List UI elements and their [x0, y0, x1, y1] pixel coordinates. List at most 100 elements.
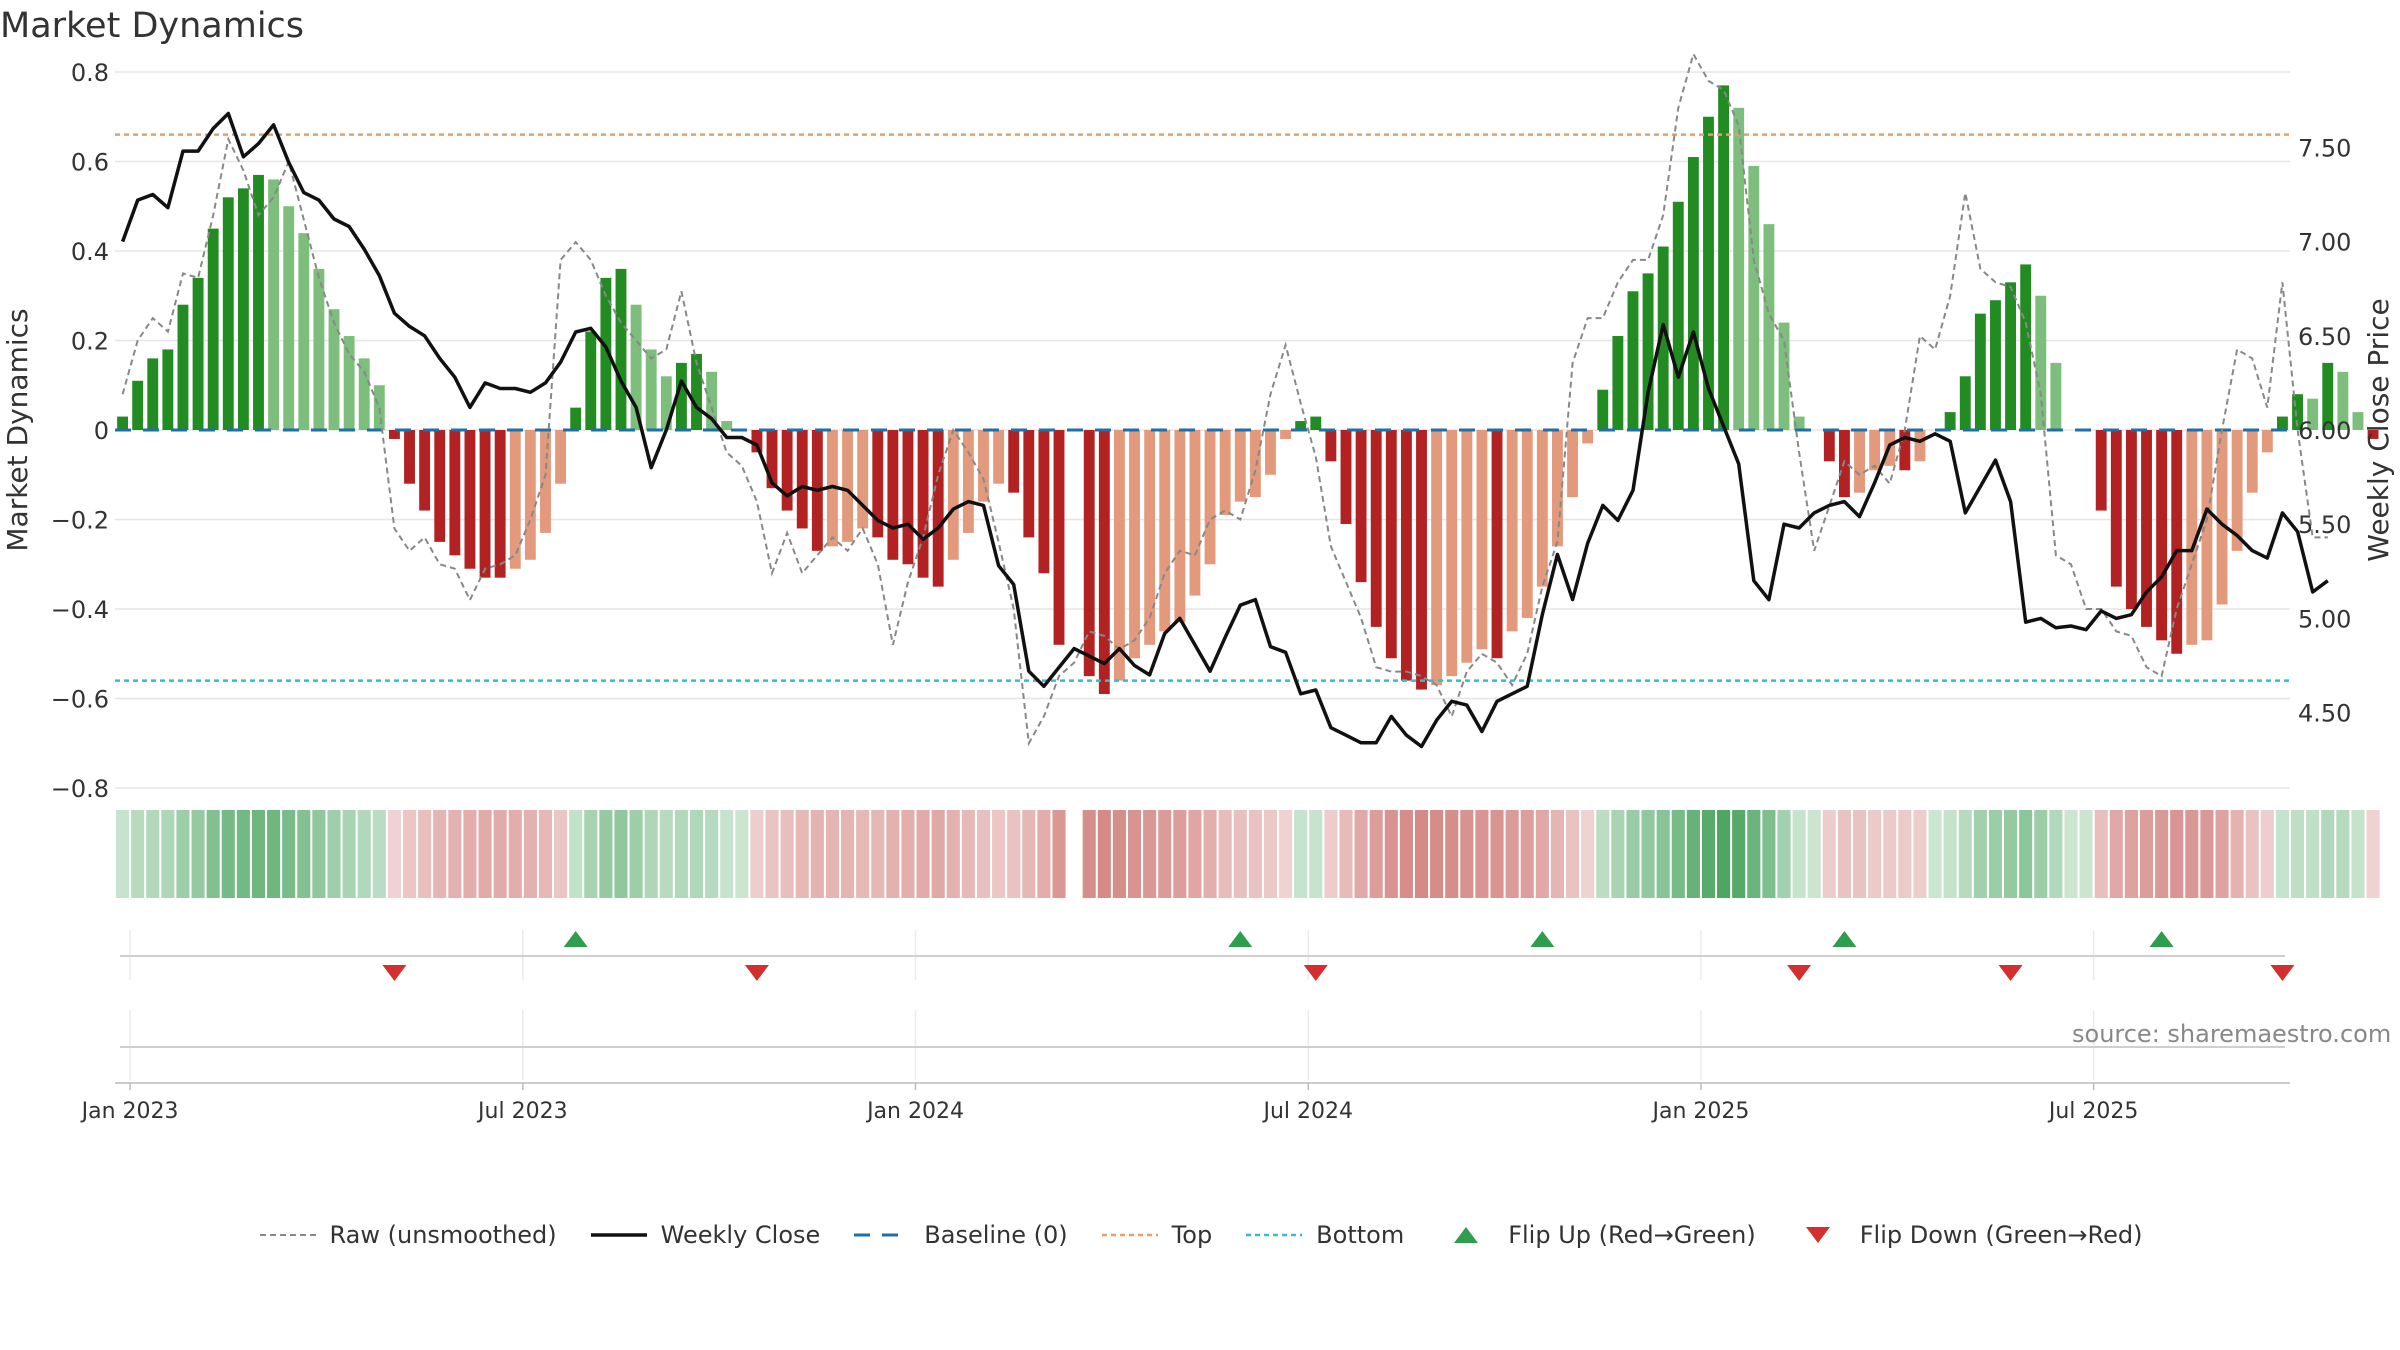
state-strip-cell: [1143, 810, 1157, 898]
state-strip-cell: [1279, 810, 1293, 898]
state-strip-cell: [674, 810, 688, 898]
state-strip-cell: [1868, 810, 1882, 898]
state-strip-cell: [916, 810, 930, 898]
dynamics-bar: [2035, 295, 2047, 430]
state-strip-cell: [327, 810, 341, 898]
state-strip-cell: [1747, 810, 1761, 898]
legend-item-flip-down: Flip Down (Green→Red): [1788, 1221, 2143, 1249]
dynamics-bar: [540, 430, 551, 533]
legend-symbol-flip-down: [1788, 1225, 1848, 1245]
dynamics-bar: [1295, 421, 1307, 430]
legend-symbol-flip-up: [1436, 1225, 1496, 1245]
dynamics-bar: [373, 385, 385, 430]
legend-label: Raw (unsmoothed): [329, 1221, 557, 1249]
dynamics-bar: [932, 430, 944, 587]
state-strip-cell: [2049, 810, 2063, 898]
state-strip-cell: [1188, 810, 1202, 898]
legend-label: Flip Up (Red→Green): [1508, 1221, 1756, 1249]
state-strip-cell: [2275, 810, 2289, 898]
state-strip-cell: [659, 810, 673, 898]
state-strip-cell: [856, 810, 870, 898]
state-strip-cell: [1097, 810, 1111, 898]
y-tick-right-label: 6.00: [2298, 417, 2351, 445]
state-strip-cell: [1294, 810, 1308, 898]
dynamics-bar: [2050, 362, 2062, 430]
state-strip-cell: [1430, 810, 1444, 898]
grid-layer: [115, 71, 2290, 1080]
flip-up-marker: [2149, 931, 2174, 947]
flip-down-marker: [382, 965, 407, 981]
legend-symbol-baseline: [852, 1225, 912, 1245]
state-strip-cell: [1777, 810, 1791, 898]
state-strip-cell: [2245, 810, 2259, 898]
state-strip-cell: [387, 810, 401, 898]
dynamics-bar: [1083, 430, 1095, 677]
dynamics-bar: [1687, 157, 1699, 430]
state-strip-cell: [1943, 810, 1957, 898]
dynamics-bar: [1113, 430, 1125, 681]
dynamics-bar: [2110, 430, 2122, 587]
state-strip-cell: [1581, 810, 1595, 898]
dynamics-bar: [1310, 416, 1322, 430]
dynamics-bar: [766, 430, 778, 489]
state-strip-cell: [1490, 810, 1504, 898]
flip-up-marker: [1832, 931, 1857, 947]
legend-symbol-bottom: [1244, 1225, 1304, 1245]
legend: Raw (unsmoothed) Weekly Close Baseline (0)…: [0, 1215, 2400, 1255]
dynamics-bar: [1944, 412, 1956, 430]
state-strip-cell: [1762, 810, 1776, 898]
dynamics-bar: [993, 430, 1005, 484]
dynamics-bar: [660, 376, 672, 430]
state-strip-cell: [810, 810, 824, 898]
dynamics-bar: [796, 430, 808, 529]
dynamics-bar: [1959, 376, 1971, 430]
state-strip-cell: [2155, 810, 2169, 898]
state-strip-cell: [584, 810, 598, 898]
dynamics-bar: [1431, 430, 1443, 686]
state-strip-cell: [1505, 810, 1519, 898]
dynamics-bar: [751, 430, 763, 453]
state-strip-cell: [976, 810, 991, 898]
dynamics-bar: [1567, 430, 1578, 498]
state-strip-cell: [116, 810, 130, 898]
dynamics-bar: [2095, 430, 2107, 511]
legend-item-bottom: Bottom: [1244, 1221, 1404, 1249]
state-strip-cell: [2351, 810, 2365, 898]
state-strip-cell: [1792, 810, 1806, 898]
state-strip-cell: [1535, 810, 1549, 898]
dynamics-bar: [1854, 430, 1865, 493]
state-strip-cell: [1475, 810, 1489, 898]
state-strip-layer: [116, 810, 2380, 898]
dynamics-bar: [2307, 398, 2319, 430]
state-strip-cell: [1384, 810, 1398, 898]
state-strip-cell: [1898, 810, 1912, 898]
dynamics-bar: [494, 430, 506, 578]
dynamics-bar: [1189, 430, 1201, 596]
state-strip-cell: [251, 810, 266, 898]
dynamics-bar: [1778, 322, 1790, 430]
dynamics-bar: [388, 430, 400, 439]
state-strip-cell: [569, 810, 583, 898]
state-strip-cell: [1550, 810, 1564, 898]
dynamics-bar: [2125, 430, 2137, 609]
dynamics-bar: [1400, 430, 1412, 681]
dynamics-bar: [615, 268, 627, 430]
state-strip-cell: [2019, 810, 2033, 898]
y-tick-left-label: −0.6: [51, 686, 109, 714]
state-strip-cell: [2366, 810, 2380, 898]
state-strip-cell: [1233, 810, 1247, 898]
state-strip-cell: [2336, 810, 2350, 898]
dynamics-bar: [2337, 371, 2349, 430]
state-strip-cell: [267, 810, 281, 898]
y-tick-left-label: −0.4: [51, 596, 109, 624]
state-strip-cell: [1203, 810, 1217, 898]
dynamics-bar: [857, 430, 869, 529]
state-strip-cell: [1596, 810, 1610, 898]
dynamics-bar: [1642, 273, 1654, 430]
state-strip-cell: [1445, 810, 1459, 898]
x-axis-layer: Jan 2023 Jul 2023 Jan 2024 Jul 2024 Jan 2025…: [80, 1082, 2290, 1124]
state-strip-cell: [599, 810, 613, 898]
dynamics-bar: [1597, 389, 1609, 430]
dynamics-bar: [645, 349, 657, 430]
state-strip-cell: [1460, 810, 1474, 898]
